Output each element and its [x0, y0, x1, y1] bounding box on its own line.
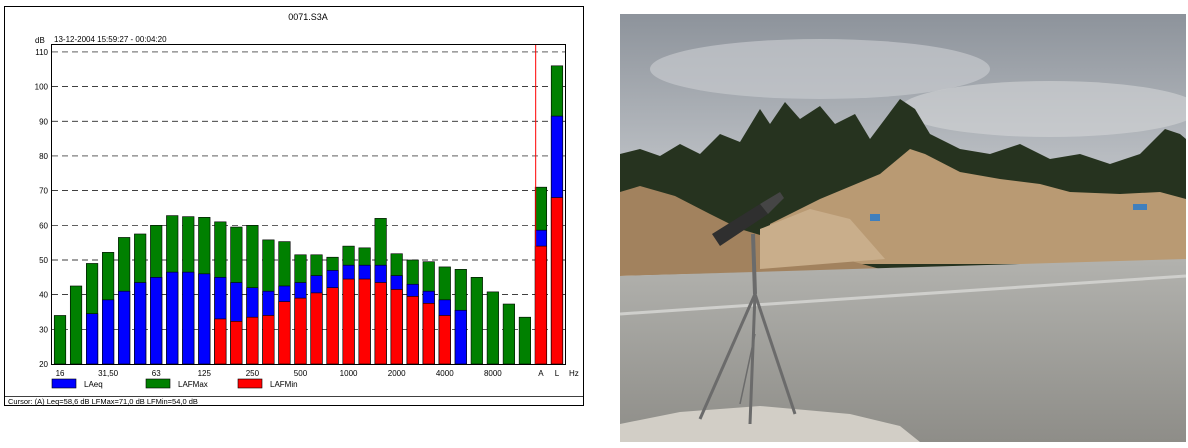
plot-area-border — [51, 44, 566, 365]
bar-laeq — [454, 309, 467, 365]
sound-meter-tripod — [698, 233, 797, 425]
bar-lafmax — [518, 316, 531, 365]
bar-lafmin — [262, 315, 275, 365]
bar-laeq — [134, 282, 147, 365]
bar-lafmin — [550, 197, 564, 365]
bar-lafmin — [374, 282, 387, 365]
x-tick-label: 500 — [294, 369, 308, 378]
y-axis-label: dB — [35, 36, 45, 45]
bar-laeq — [198, 273, 211, 365]
bar-lafmax — [470, 277, 483, 365]
x-tick-label: 16 — [56, 369, 65, 378]
spectrum-chart: 0071.S3A dB 13-12-2004 15:59:27 - 00:04:… — [4, 6, 584, 406]
photo-svg — [619, 14, 1188, 442]
y-tick-label: 20 — [39, 360, 48, 369]
bar-lafmin — [406, 296, 419, 365]
x-tick-label: 250 — [246, 369, 260, 378]
bar-lafmin — [278, 301, 291, 365]
chart-svg: 0071.S3A dB 13-12-2004 15:59:27 - 00:04:… — [4, 6, 584, 406]
road-edge — [619, 274, 1187, 316]
foreground-rock — [620, 406, 920, 442]
y-tick-label: 50 — [39, 256, 48, 265]
bar-lafmin — [230, 321, 243, 365]
x-tick-label: 4000 — [436, 369, 454, 378]
sand-pile-mid — [760, 209, 885, 269]
sound-meter — [712, 204, 768, 246]
x-tick-label: 125 — [198, 369, 212, 378]
x-tick-label: 2000 — [388, 369, 406, 378]
y-tick-label: 60 — [39, 221, 48, 230]
sand-mound — [770, 149, 1186, 264]
bar-lafmin — [422, 303, 435, 365]
bar-lafmin — [294, 297, 307, 365]
y-tick-label: 40 — [39, 291, 48, 300]
y-tick-label: 30 — [39, 325, 48, 334]
bar-laeq — [102, 299, 115, 365]
bar-lafmin — [534, 245, 548, 365]
y-tick-label: 110 — [35, 48, 48, 57]
legend: LAeq LAFMax LAFMin — [51, 378, 298, 389]
bar-lafmin — [214, 318, 227, 365]
bar-lafmax — [502, 303, 515, 365]
bar-laeq — [118, 290, 131, 365]
y-tick-label: 100 — [35, 83, 49, 92]
y-tick-label: 80 — [39, 152, 48, 161]
legend-swatch-lafmin — [237, 378, 263, 389]
microphone — [760, 192, 784, 214]
legend-label: LAFMax — [178, 380, 208, 389]
tick-labels: 20 30 40 50 60 70 80 90 100 110 16 31,50 63 125 250 500… — [35, 48, 560, 378]
x-tick-label: 31,50 — [98, 369, 119, 378]
x-tick-label: 1000 — [340, 369, 358, 378]
bar-lafmin — [310, 292, 323, 365]
bar-laeq — [166, 271, 179, 365]
bar-laeq — [86, 313, 99, 365]
legend-label: LAFMin — [270, 380, 298, 389]
legend-label: LAeq — [84, 380, 103, 389]
bars — [53, 45, 564, 365]
x-tick-label: 63 — [152, 369, 161, 378]
chart-title: 0071.S3A — [288, 12, 328, 22]
bar-lafmin — [246, 316, 259, 365]
site-photo — [619, 14, 1188, 442]
cursor-readout: Cursor: (A) Leq=58,6 dB LFMax=71,0 dB LF… — [8, 397, 198, 406]
cloud — [650, 39, 990, 99]
legend-swatch-lafmax — [145, 378, 171, 389]
bar-lafmax — [69, 285, 83, 365]
bar-lafmin — [326, 287, 339, 365]
bar-lafmin — [342, 278, 355, 365]
bar-lafmax — [53, 315, 67, 365]
x-tick-label: 8000 — [484, 369, 502, 378]
y-tick-label: 70 — [39, 187, 48, 196]
bar-lafmax — [486, 291, 499, 365]
bar-lafmin — [438, 315, 451, 365]
legend-swatch-laeq — [51, 378, 77, 389]
bar-lafmin — [358, 278, 371, 365]
bar-laeq — [182, 271, 195, 365]
bar-lafmin — [390, 289, 403, 365]
x-axis-unit: Hz — [569, 369, 579, 378]
x-tick-label: L — [555, 369, 560, 378]
chart-subtitle: 13-12-2004 15:59:27 - 00:04:20 — [54, 35, 167, 44]
sign — [1133, 204, 1147, 210]
cloud — [900, 81, 1188, 137]
y-tick-label: 90 — [39, 117, 48, 126]
sign — [870, 214, 880, 221]
x-tick-label: A — [538, 369, 544, 378]
bar-laeq — [150, 277, 163, 365]
